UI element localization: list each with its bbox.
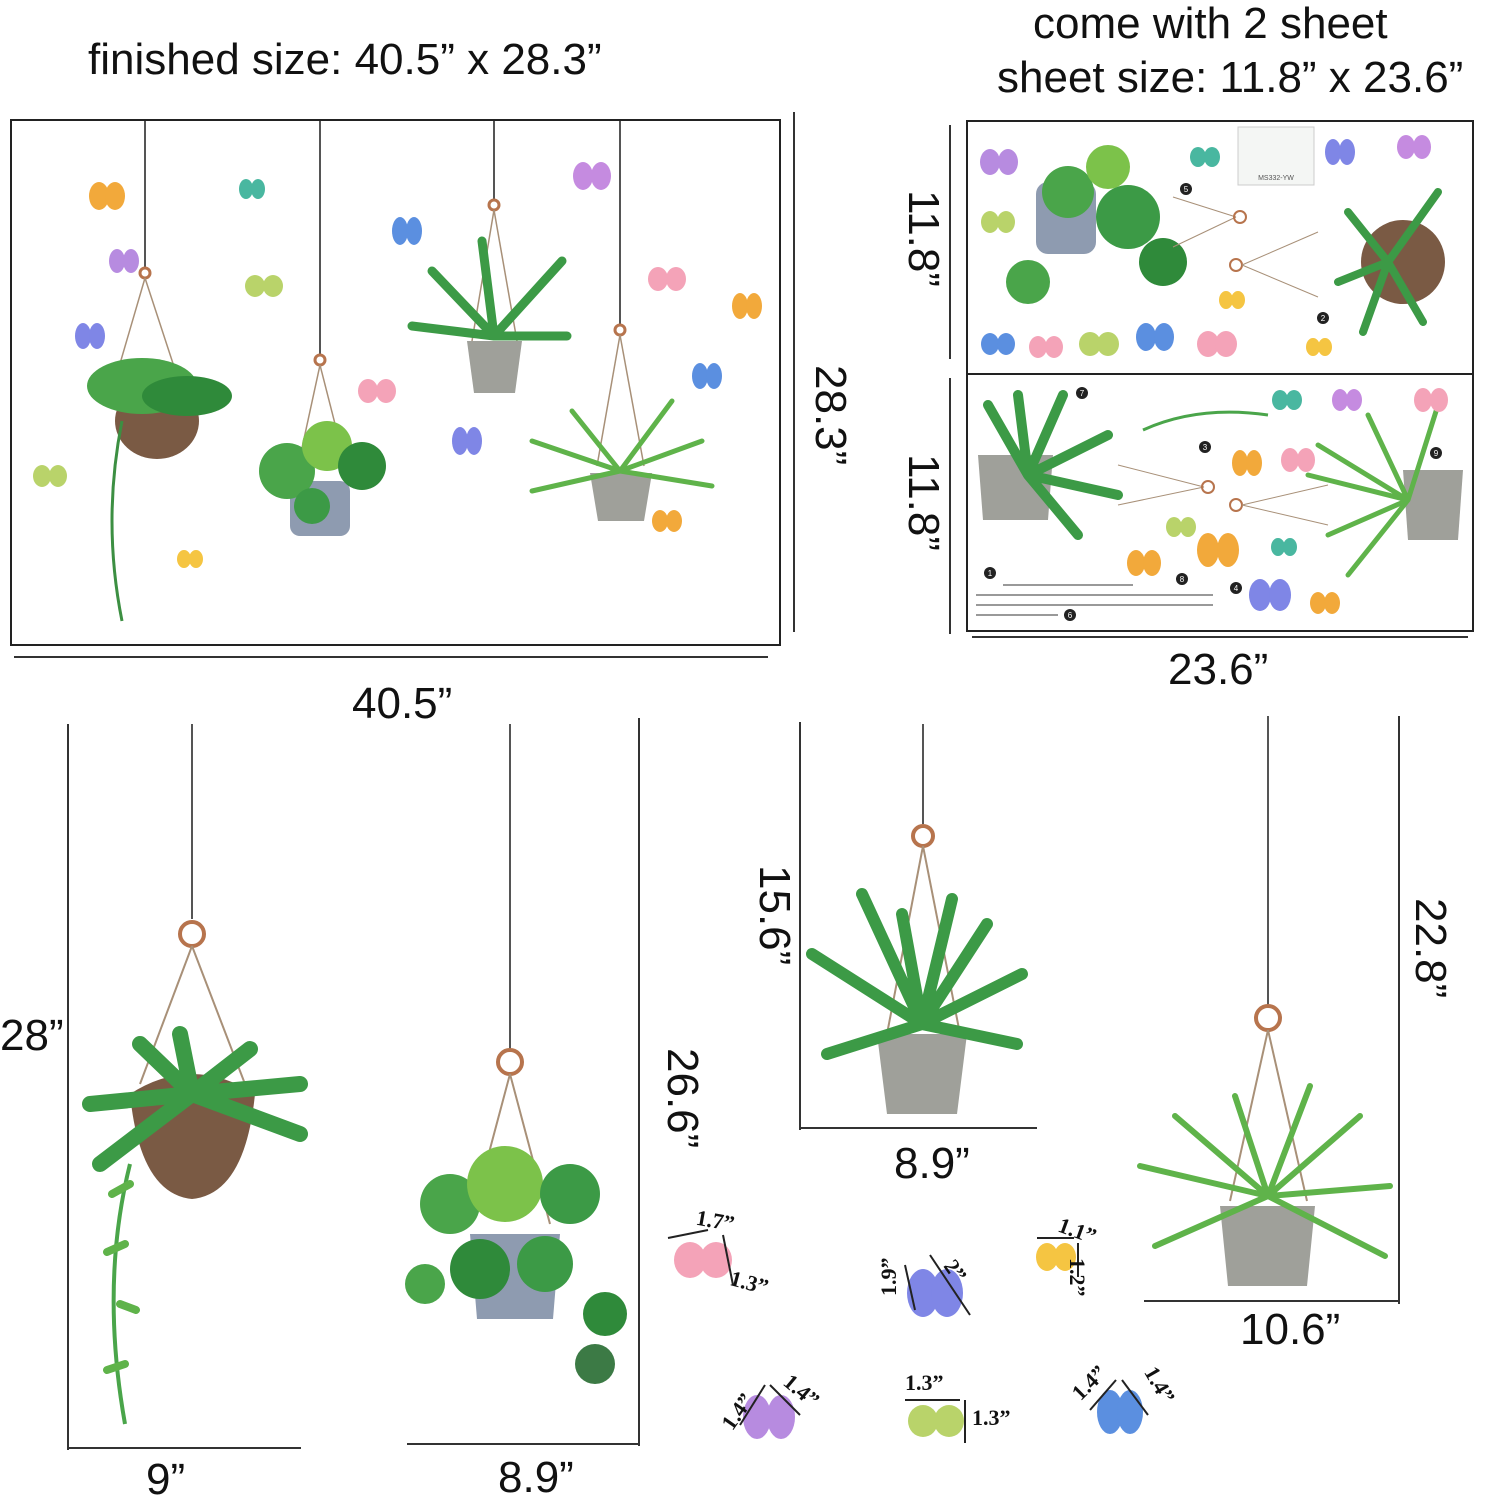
butterfly-blue-icon: [392, 217, 422, 245]
sheet-1-height-dimension-line: [949, 125, 951, 359]
sheet-2-frame: [966, 373, 1474, 632]
hanging-plant-4-icon: [529, 323, 715, 521]
sheet-2-height-label: 11.8”: [899, 454, 948, 552]
sheet-number-8: 8: [1180, 575, 1185, 584]
butterfly-green-dim-b: 1.3”: [972, 1405, 1011, 1430]
butterfly-blue-large-dim-a: 1.9”: [876, 1257, 901, 1297]
plant-4-height-dimension-line: [1398, 716, 1400, 1304]
plant-4-illustration: [1137, 716, 1393, 1286]
sheet-1-height-label: 11.8”: [899, 190, 948, 288]
plant-3-height-dimension-line: [799, 722, 801, 1130]
butterfly-blue-large-size-icon: [904, 1254, 971, 1317]
sheet-size-heading: sheet size: 11.8” x 23.6”: [997, 53, 1464, 102]
plant-2-height-dimension-line: [638, 718, 640, 1446]
plant-4-width-dimension-line: [1144, 1300, 1400, 1302]
plant-3-width-label: 8.9”: [894, 1139, 970, 1188]
sheet-1-illustration: MS332-YW 5 2: [980, 126, 1445, 358]
sheet-number-4: 4: [1234, 584, 1239, 593]
sheet-number-7: 7: [1080, 389, 1085, 398]
butterfly-purple-size-icon: [739, 1384, 801, 1439]
butterfly-pink-size-icon: [667, 1229, 734, 1286]
butterfly-green-size-icon: [905, 1399, 966, 1443]
plant-2-illustration: [405, 724, 627, 1384]
plant-3-illustration: [806, 724, 1028, 1114]
butterfly-pink-icon: [358, 379, 396, 403]
butterfly-purple-icon: [109, 249, 139, 273]
sheet-2-illustration: 7 3 9 1 8 4 6: [976, 387, 1463, 621]
hanging-plant-3-icon: [407, 198, 572, 393]
plant-2-width-dimension-line: [407, 1443, 640, 1445]
sheet-number-1: 1: [988, 569, 993, 578]
plant-1-width-dimension-line: [67, 1447, 301, 1449]
plant-4-height-label: 22.8”: [1406, 898, 1455, 999]
finished-height-dimension-line: [793, 112, 795, 632]
sheet-code-label: MS332-YW: [1258, 175, 1294, 182]
finished-width-label: 40.5”: [352, 679, 453, 728]
butterfly-teal-icon: [239, 179, 265, 199]
finished-width-dimension-line: [14, 656, 768, 658]
plant-1-width-label: 9”: [146, 1455, 186, 1504]
butterfly-green-icon: [245, 275, 283, 297]
butterfly-blue-icon: [452, 427, 482, 455]
butterfly-green-dim-a: 1.3”: [905, 1370, 944, 1395]
sheet-number-5: 5: [1184, 185, 1189, 194]
butterfly-pink-dim-b: 1.3”: [727, 1265, 772, 1300]
butterfly-yellow-size-icon: [1036, 1237, 1079, 1277]
butterfly-orange-icon: [89, 182, 125, 210]
butterfly-blue-small-size-icon: [1089, 1379, 1149, 1434]
plant-4-width-label: 10.6”: [1240, 1305, 1341, 1354]
butterfly-blue-icon: [692, 363, 722, 389]
butterfly-pink-icon: [648, 267, 686, 291]
sheet-width-dimension-line: [972, 636, 1468, 638]
plant-2-height-label: 26.6”: [658, 1048, 707, 1149]
finished-composition-frame: [10, 119, 781, 646]
butterfly-yellow-icon: [177, 550, 203, 568]
hanging-plant-2-icon: [259, 353, 386, 536]
sheet-number-3: 3: [1203, 443, 1208, 452]
plant-1-height-label: 28”: [0, 1011, 64, 1060]
sheet-2-height-dimension-line: [949, 378, 951, 634]
plant-3-height-label: 15.6”: [750, 865, 799, 966]
finished-size-heading: finished size: 40.5” x 28.3”: [88, 35, 602, 84]
plant-3-width-dimension-line: [799, 1127, 1037, 1129]
butterfly-purple-icon: [573, 162, 611, 190]
butterfly-blue-icon: [75, 323, 105, 349]
butterfly-yellow-dim-b: 1.2”: [1065, 1258, 1090, 1297]
finished-height-label: 28.3”: [806, 365, 855, 466]
hanging-plant-1-icon: [87, 266, 232, 622]
butterfly-green-icon: [33, 465, 67, 487]
sheet-number-6: 6: [1068, 611, 1073, 620]
plant-2-width-label: 8.9”: [498, 1453, 574, 1502]
sheet-count-heading: come with 2 sheet: [1033, 0, 1388, 48]
sheet-width-label: 23.6”: [1168, 645, 1269, 694]
butterfly-orange-icon: [652, 510, 682, 532]
plant-1-height-dimension-line: [67, 724, 69, 1450]
butterfly-orange-icon: [732, 293, 762, 319]
sheet-number-2: 2: [1321, 314, 1326, 323]
sheet-number-9: 9: [1434, 449, 1439, 458]
plant-1-illustration: [82, 724, 308, 1425]
finished-composition-illustration: [33, 121, 762, 622]
